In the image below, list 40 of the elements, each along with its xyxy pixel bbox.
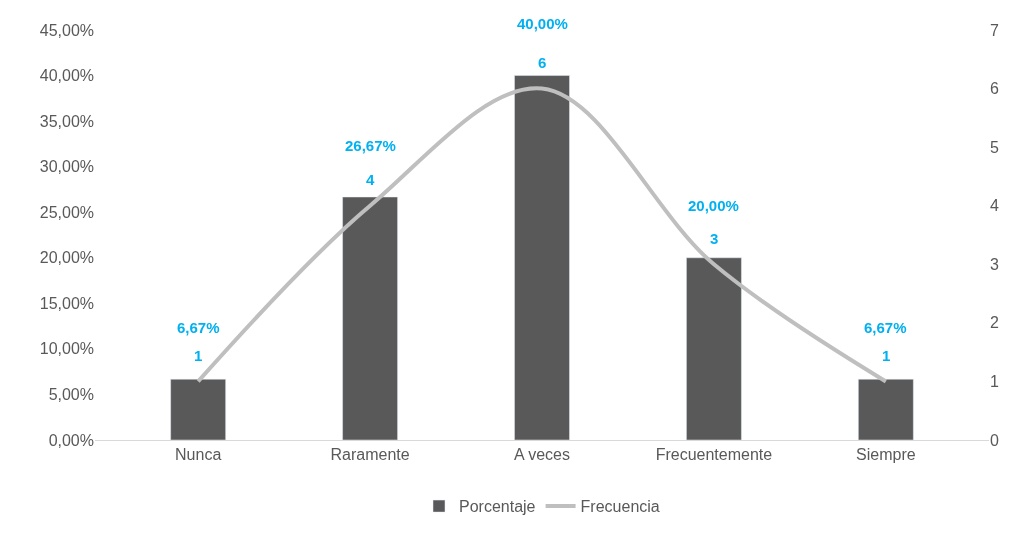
y-tick-label: 25,00% bbox=[39, 203, 94, 221]
y2-tick-label: 5 bbox=[990, 138, 999, 156]
y-tick-label: 10,00% bbox=[39, 340, 94, 358]
y2-tick-label: 4 bbox=[990, 197, 999, 215]
data-label: 6,67% bbox=[177, 319, 220, 336]
y-tick-label: 30,00% bbox=[39, 158, 94, 176]
y-tick-label: 0,00% bbox=[48, 431, 94, 449]
y2-tick-label: 3 bbox=[990, 255, 999, 273]
y2-tick-label: 6 bbox=[990, 80, 999, 98]
y2-tick-label: 7 bbox=[990, 21, 999, 39]
legend-label: Frecuencia bbox=[580, 498, 660, 516]
data-label: 4 bbox=[366, 171, 375, 188]
data-label: 6 bbox=[538, 54, 547, 71]
y2-tick-label: 1 bbox=[990, 373, 999, 391]
bar bbox=[342, 196, 398, 440]
x-tick-label: Siempre bbox=[856, 446, 916, 464]
bar bbox=[858, 378, 914, 440]
y2-tick-label: 2 bbox=[990, 314, 999, 332]
y-tick-label: 35,00% bbox=[39, 112, 94, 130]
x-tick-label: Frecuentemente bbox=[655, 446, 773, 464]
bar bbox=[686, 257, 742, 440]
data-label: 20,00% bbox=[688, 197, 739, 214]
x-tick-label: A veces bbox=[513, 446, 571, 464]
data-label: 3 bbox=[710, 230, 719, 247]
y-tick-label: 40,00% bbox=[39, 67, 94, 85]
bar bbox=[514, 75, 570, 440]
y2-tick-label: 0 bbox=[990, 431, 999, 449]
bar bbox=[170, 378, 226, 440]
y-tick-label: 45,00% bbox=[39, 21, 94, 39]
data-label: 6,67% bbox=[864, 319, 907, 336]
data-label: 1 bbox=[882, 347, 891, 364]
y-tick-label: 5,00% bbox=[48, 386, 94, 404]
data-label: 1 bbox=[194, 347, 203, 364]
y-tick-label: 20,00% bbox=[39, 249, 94, 267]
legend-label: Porcentaje bbox=[459, 498, 536, 516]
x-tick-label: Nunca bbox=[175, 446, 222, 464]
data-label: 40,00% bbox=[517, 15, 568, 32]
x-tick-label: Raramente bbox=[330, 446, 410, 464]
data-label: 26,67% bbox=[345, 137, 396, 154]
y-tick-label: 15,00% bbox=[39, 294, 94, 312]
